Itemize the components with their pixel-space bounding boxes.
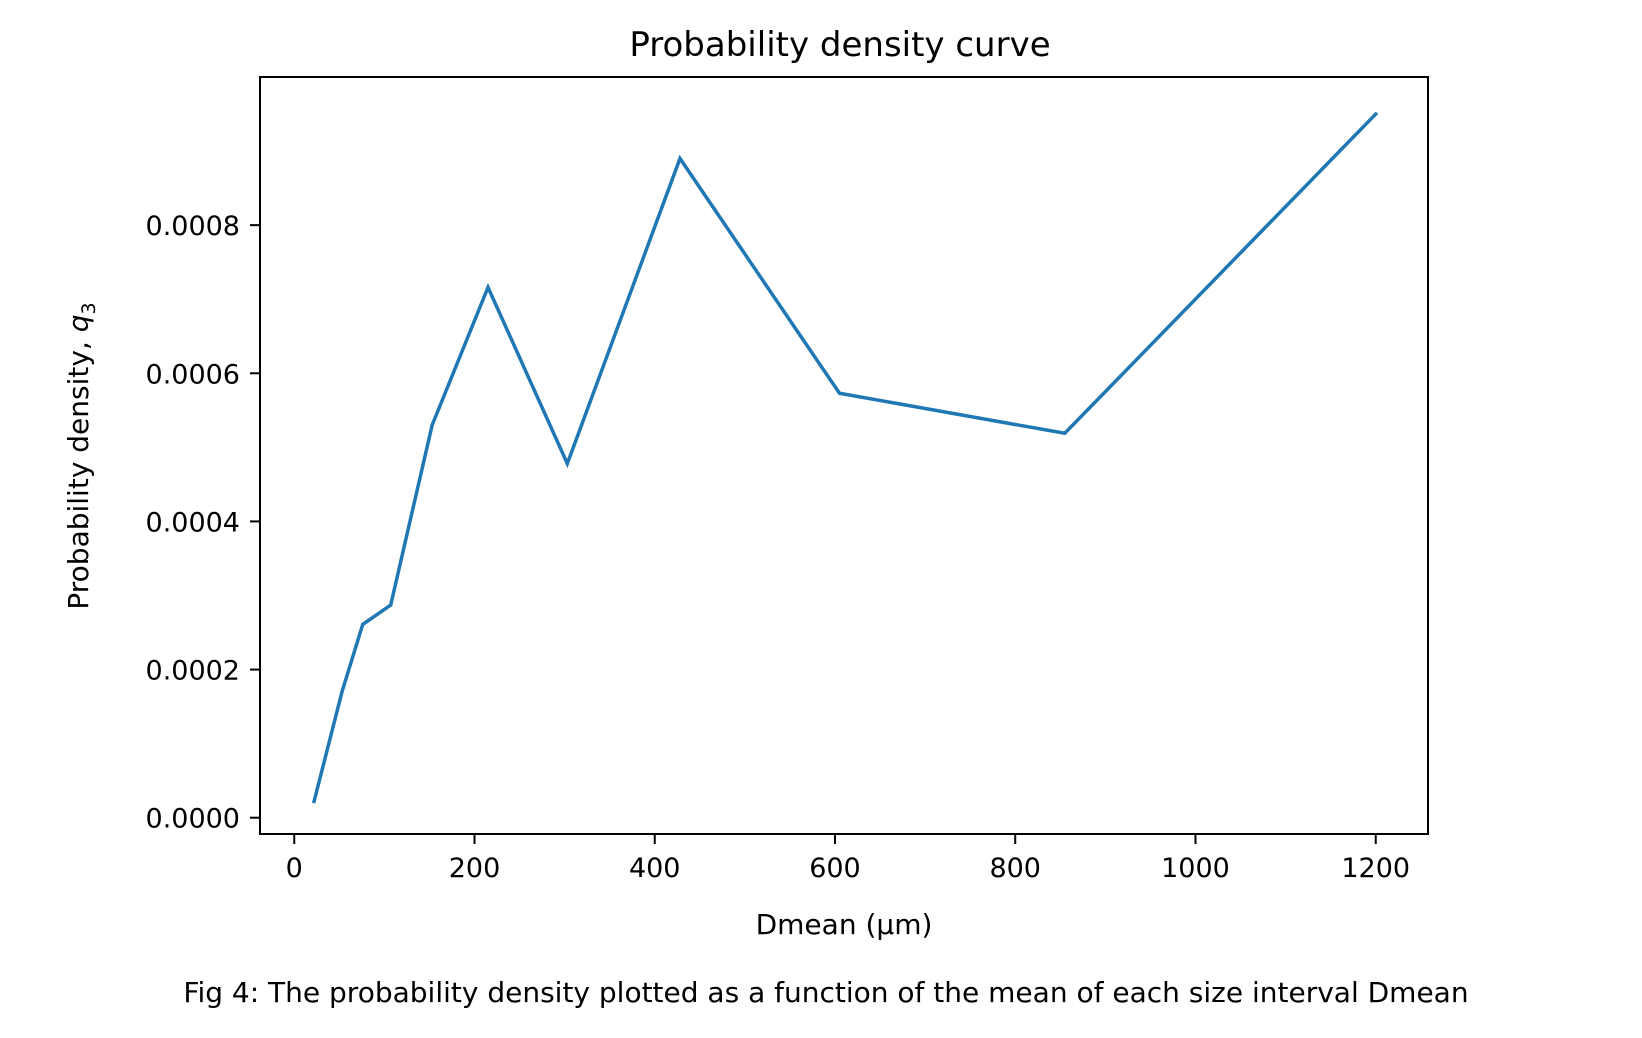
axes-frame (259, 76, 1429, 835)
y-tick-label: 0.0008 (146, 211, 240, 242)
plot-area (311, 111, 1379, 804)
series-line (311, 111, 1379, 804)
data-point (431, 424, 434, 427)
y-axis-label: Probability density, q3 (62, 302, 100, 609)
data-point (487, 286, 490, 289)
y-tick-label: 0.0004 (146, 507, 240, 538)
x-axis: 0 200 400 600 800 1000 1200 (286, 834, 1410, 884)
data-point (361, 623, 364, 626)
y-tick-label: 0.0002 (146, 656, 240, 687)
x-tick-label: 200 (449, 853, 501, 884)
data-point (313, 800, 316, 803)
y-axis-label-prefix: Probability density, (62, 332, 95, 609)
x-tick-label: 400 (629, 853, 681, 884)
data-point (838, 392, 841, 395)
figure-caption: Fig 4: The probability density plotted a… (183, 976, 1468, 1009)
y-tick-label: 0.0000 (146, 804, 240, 835)
data-point (389, 604, 392, 607)
x-tick-label: 1200 (1341, 853, 1410, 884)
data-point (678, 157, 681, 160)
y-axis-label-symbol: q (62, 314, 95, 332)
y-axis-label-subscript: 3 (78, 302, 100, 314)
chart-title: Probability density curve (629, 25, 1050, 65)
data-point (566, 462, 569, 465)
x-tick-label: 1000 (1161, 853, 1230, 884)
y-axis: 0.0000 0.0002 0.0004 0.0006 0.0008 (146, 211, 260, 835)
data-point (341, 690, 344, 693)
data-point (1063, 432, 1066, 435)
x-tick-label: 600 (809, 853, 861, 884)
x-tick-label: 800 (989, 853, 1041, 884)
data-point (1374, 113, 1377, 116)
y-tick-label: 0.0006 (146, 359, 240, 390)
x-tick-label: 0 (286, 853, 303, 884)
x-axis-label: Dmean (µm) (756, 908, 933, 941)
